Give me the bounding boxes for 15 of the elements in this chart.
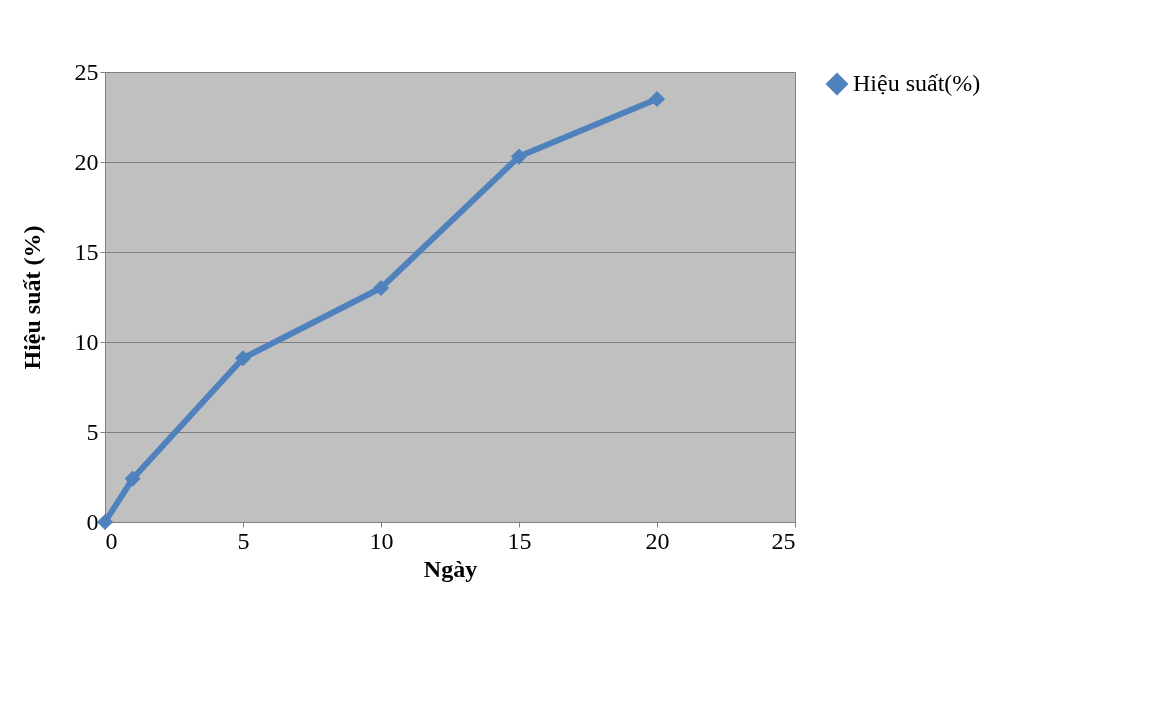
y-axis-title: Hiệu suất (%) [18, 225, 45, 370]
x-tick-label: 15 [507, 527, 532, 554]
x-axis-title: Ngày [423, 555, 478, 582]
x-tick-label: 20 [645, 527, 670, 554]
x-tick-label: 10 [369, 527, 394, 554]
y-tick-label: 5 [86, 418, 99, 445]
y-tick-label: 0 [86, 508, 99, 535]
x-tick-label: 25 [771, 527, 796, 554]
y-tick-label: 20 [74, 148, 99, 175]
y-tick-label: 15 [74, 238, 99, 265]
y-tick-label: 25 [74, 58, 99, 85]
legend-label: Hiệu suất(%) [853, 70, 981, 96]
x-tick-label: 0 [105, 527, 118, 554]
y-tick-label: 10 [74, 328, 99, 355]
x-tick-label: 5 [237, 527, 250, 554]
